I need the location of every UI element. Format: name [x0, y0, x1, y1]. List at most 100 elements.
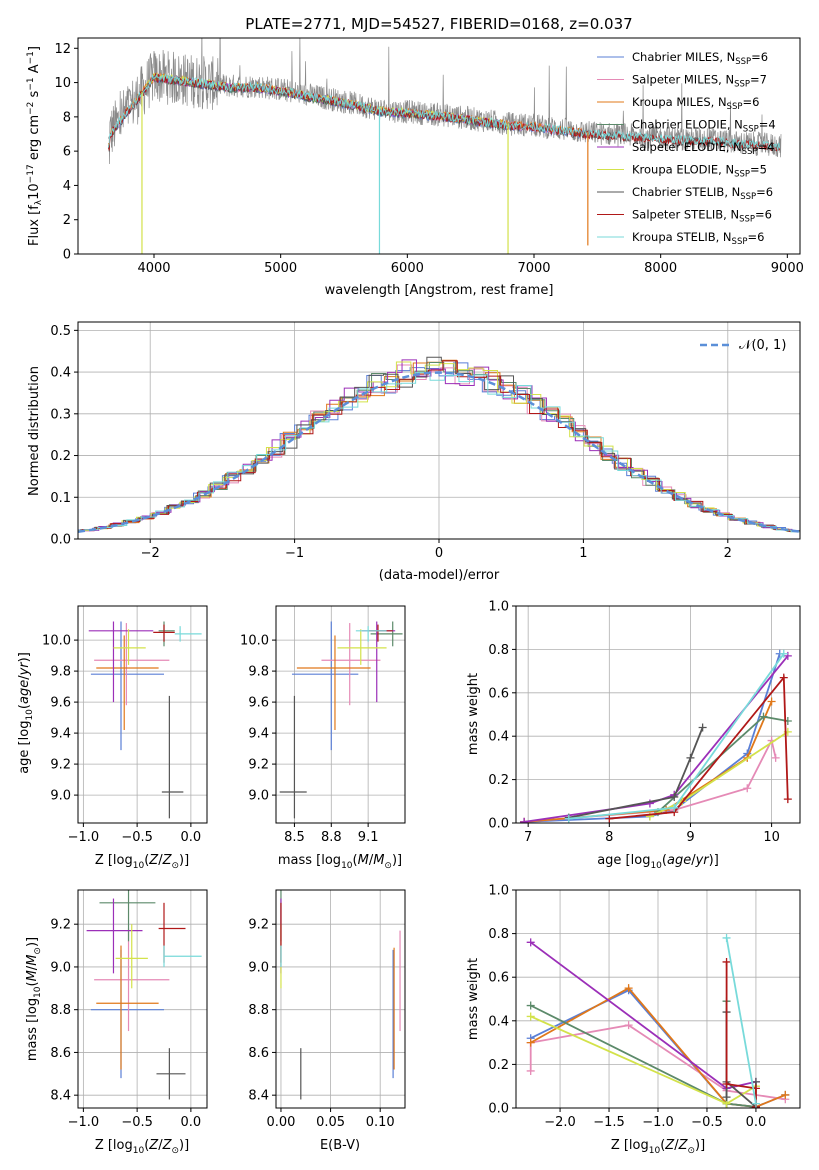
spectrum-lines [108, 38, 782, 254]
mass-age-frame [275, 605, 406, 824]
legend-label-main: Kroupa ELODIE, N [632, 163, 734, 177]
x-tick-label: 7000 [517, 261, 550, 276]
legend-label-salpeter_elodie: Salpeter ELODIE, NSSP=4 [632, 140, 775, 157]
z-age-panel: −1.0 −0.5 0.0 9.0 9.2 9.4 9.6 9.8 10.0 Z [log10(… [17, 605, 208, 871]
series-marker-chabrier_stelib [722, 1093, 731, 1102]
y-tick-label: 8.4 [248, 1089, 269, 1104]
y-tick-label: 0.4 [50, 366, 71, 381]
legend-label-main: Salpeter ELODIE, N [632, 140, 742, 154]
series-marker-salpeter_elodie [783, 651, 792, 660]
series-marker-kroupa_stelib [564, 814, 573, 823]
legend-label-main: Chabrier STELIB, N [632, 185, 740, 199]
series-line-salpeter_stelib [725, 961, 757, 1107]
series-marker-salpeter_stelib [605, 814, 614, 823]
legend-label-chabrier_elodie: Chabrier ELODIE, NSSP=4 [632, 118, 776, 135]
x-tick-label: 2 [724, 546, 732, 561]
y-tick-label: 9.2 [50, 918, 71, 933]
x-tick-label: 8.5 [284, 830, 305, 845]
series-marker-chabrier_stelib [698, 723, 707, 732]
x-tick-label: 0.0 [746, 1115, 767, 1130]
y-tick-label: 9.2 [248, 758, 269, 773]
series-marker-kroupa_stelib [779, 649, 788, 658]
series-line-kroupa_elodie [530, 1015, 757, 1105]
z-weight-panel: −2.0 −1.5 −1.0 −0.5 0.0 0.0 0.2 0.4 0.6 0.8 1.0 Z … [466, 884, 801, 1156]
y-tick-label: 10.0 [42, 634, 71, 649]
age-weight-ticks: 7 8 9 10 0.0 0.2 0.4 0.6 0.8 1.0 [488, 600, 780, 846]
spectrum-frame [77, 37, 801, 255]
z-weight-data-layer [516, 889, 800, 1109]
x-tick-label: 9.1 [358, 830, 379, 845]
y-tick-label: 0.0 [50, 533, 71, 548]
ebv-mass-frame [275, 889, 406, 1109]
y-tick-label: 6 [63, 145, 71, 160]
series-marker-salpeter_elodie [520, 817, 529, 823]
legend-label-kroupa_miles: Kroupa MILES, NSSP=6 [632, 95, 759, 112]
series-line-kroupa_stelib [725, 937, 757, 1104]
series-marker-salpeter_miles [526, 1066, 535, 1075]
y-tick-label: 1.0 [488, 600, 509, 615]
y-tick-label: 12 [54, 42, 71, 57]
series-marker-salpeter_stelib [722, 957, 731, 966]
z-age-x-label: Z [log10(Z/Z⊙)] [95, 853, 189, 871]
y-tick-label: 9.2 [248, 918, 269, 933]
y-tick-label: 9.8 [50, 665, 71, 680]
y-tick-label: 0.0 [488, 817, 509, 832]
residuals-legend: 𝒩(0, 1) [700, 338, 786, 353]
legend-label-sub: SSP [732, 237, 748, 247]
x-tick-label: 10 [763, 830, 780, 845]
series-marker-salpeter_elodie [645, 799, 654, 808]
x-tick-label: 1 [579, 546, 587, 561]
z-age-ticks: −1.0 −0.5 0.0 9.0 9.2 9.4 9.6 9.8 10.0 [42, 634, 201, 845]
series-marker-kroupa_stelib [722, 933, 731, 942]
age-weight-panel: 7 8 9 10 0.0 0.2 0.4 0.6 0.8 1.0 age [log10(age/y… [466, 600, 801, 871]
y-tick-label: 0.3 [50, 407, 71, 422]
y-tick-label: 10.0 [240, 634, 269, 649]
legend-label-tail: =4 [758, 140, 775, 154]
ebv_mass-points [280, 890, 401, 1100]
x-tick-label: −1.0 [642, 1115, 674, 1130]
y-tick-label: 0.8 [488, 927, 509, 942]
z-weight-ticks: −2.0 −1.5 −1.0 −0.5 0.0 0.0 0.2 0.4 0.6 0.8 1.0 [488, 884, 766, 1131]
y-tick-label: 0.6 [488, 971, 509, 986]
series-marker-kroupa_stelib [751, 1099, 760, 1108]
x-tick-label: 8.8 [321, 830, 342, 845]
y-tick-label: 0.4 [488, 1014, 509, 1029]
series-marker-salpeter_stelib [783, 795, 792, 804]
y-tick-label: 9.4 [248, 727, 269, 742]
legend-label-main: Salpeter MILES, N [632, 73, 734, 87]
y-tick-label: 9.0 [50, 789, 71, 804]
y-tick-label: 8.4 [50, 1089, 71, 1104]
series-marker-salpeter_miles [771, 753, 780, 762]
legend-label-sub: SSP [743, 125, 759, 135]
ebv-mass-x-label: E(B-V) [320, 1138, 360, 1153]
z-mass-panel: −1.0 −0.5 0.0 8.4 8.6 8.8 9.0 9.2 Z [log10(Z/Z⊙… [25, 889, 208, 1156]
y-tick-label: 0.8 [488, 643, 509, 658]
mass-age-x-label: mass [log10(M/M⊙)] [278, 853, 402, 871]
series-line-chabrier_elodie [530, 1001, 757, 1108]
y-tick-label: 2 [63, 213, 71, 228]
y-tick-label: 0.5 [50, 324, 71, 339]
y-tick-label: 8 [63, 110, 71, 125]
series-marker-chabrier_stelib [670, 792, 679, 801]
legend-label-chabrier_miles: Chabrier MILES, NSSP=6 [632, 50, 768, 67]
legend-label-salpeter_miles: Salpeter MILES, NSSP=7 [632, 73, 767, 90]
z-weight-x-label: Z [log10(Z/Z⊙)] [611, 1138, 705, 1156]
x-tick-label: 4000 [137, 261, 170, 276]
series-marker-salpeter_miles [743, 784, 752, 793]
x-tick-label: 5000 [264, 261, 297, 276]
mass-age-data-layer [276, 606, 405, 823]
normal-curve-legend-label: 𝒩(0, 1) [739, 338, 786, 353]
y-tick-label: 8.6 [50, 1046, 71, 1061]
legend-label-kroupa_stelib: Kroupa STELIB, NSSP=6 [632, 230, 764, 247]
y-tick-label: 0.2 [50, 449, 71, 464]
series-marker-salpeter_stelib [779, 673, 788, 682]
z-mass-y-label: mass [log10(M/M⊙)] [25, 937, 43, 1061]
z-mass-ticks: −1.0 −0.5 0.0 8.4 8.6 8.8 9.0 9.2 [50, 918, 201, 1130]
ebv-mass-data-layer [276, 890, 405, 1108]
legend-label-main: Chabrier MILES, N [632, 50, 735, 64]
spectrum-x-label: wavelength [Angstrom, rest frame] [325, 283, 554, 298]
legend-label-main: Chabrier ELODIE, N [632, 118, 743, 132]
x-tick-label: −0.5 [121, 830, 153, 845]
y-tick-label: 0.2 [488, 773, 509, 788]
